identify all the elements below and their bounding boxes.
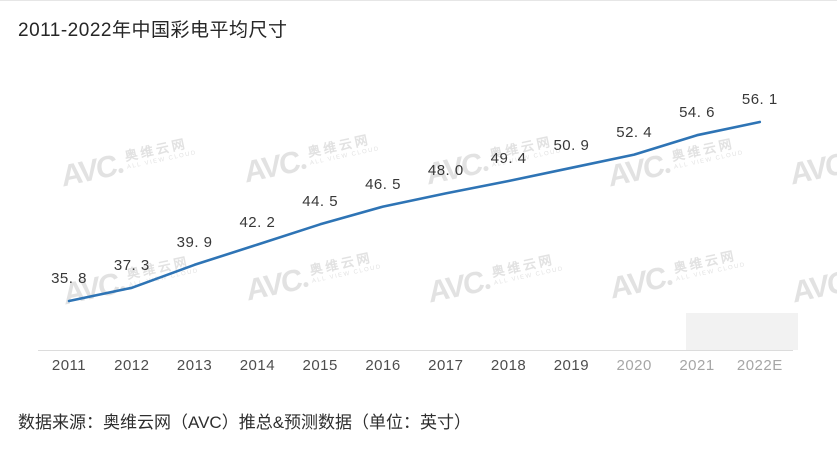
x-tick-2013: 2013 [176,357,213,374]
x-tick-2011: 2011 [51,357,87,374]
data-label-2011: 35. 8 [51,270,87,287]
x-tick-2022E: 2022E [736,357,783,374]
data-label-2018: 49. 4 [490,150,527,168]
x-tick-2018: 2018 [490,357,527,374]
source-note: 数据来源：奥维云网（AVC）推总&预测数据（单位：英寸） [18,413,472,432]
x-tick-2015: 2015 [302,357,338,374]
x-tick-2020: 2020 [616,357,652,374]
data-label-2012: 37. 3 [113,256,150,274]
data-label-2020: 52. 4 [616,123,653,141]
data-label-2017: 48. 0 [427,162,464,180]
x-tick-2021: 2021 [679,357,715,374]
data-label-2013: 39. 9 [176,233,213,251]
x-axis-line [38,350,793,351]
data-label-2016: 46. 5 [365,175,401,193]
line-chart: AVC 奥维云网 ALL VIEW CLOUD AVC 奥维云网 ALL VIEW CLO… [0,1,837,401]
x-tick-2019: 2019 [553,357,590,374]
trend-plot [67,120,762,303]
trend-line [67,120,762,303]
data-label-2022E: 56. 1 [741,90,778,108]
data-label-2014: 42. 2 [239,213,276,231]
data-label-2019: 50. 9 [553,136,590,154]
data-label-2015: 44. 5 [302,193,339,211]
x-tick-2014: 2014 [239,357,276,374]
x-tick-2012: 2012 [114,357,150,374]
data-label-2021: 54. 6 [679,104,715,122]
x-tick-2017: 2017 [428,357,464,374]
gray-patch [686,313,798,350]
x-tick-2016: 2016 [365,357,401,374]
chart-title: 2011-2022年中国彩电平均尺寸 [18,20,288,41]
